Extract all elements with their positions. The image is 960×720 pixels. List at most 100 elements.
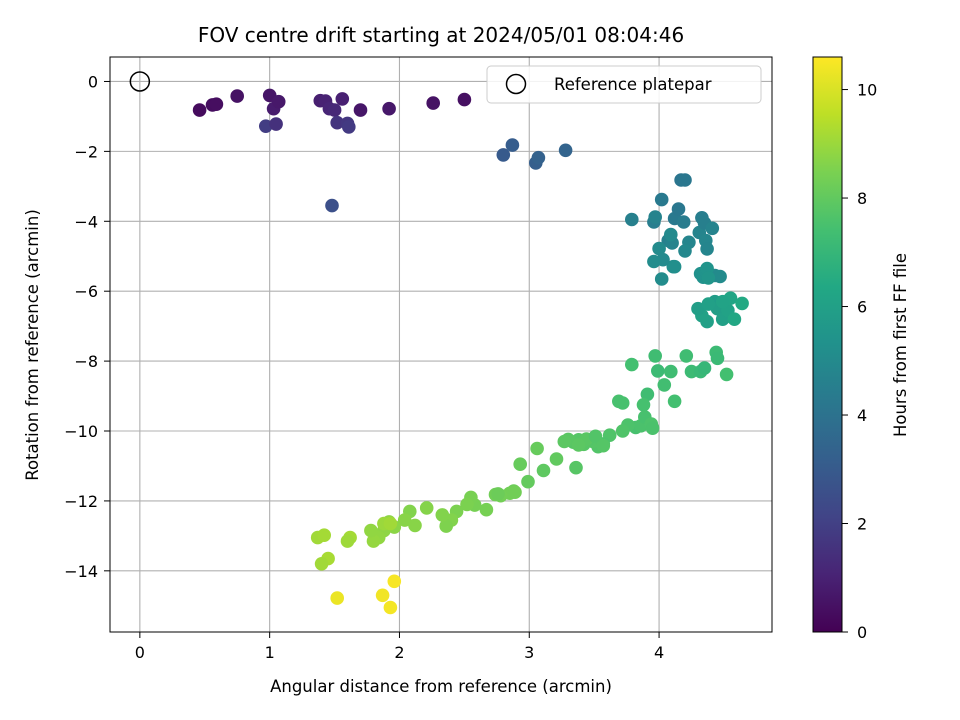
data-point [325, 198, 339, 213]
data-point [701, 271, 716, 285]
data-point [314, 557, 329, 571]
x-tick-label: 0 [135, 643, 145, 662]
colorbar-tick-label: 0 [857, 623, 867, 642]
data-point [521, 474, 535, 489]
reference-marker-group [129, 71, 151, 92]
x-tick-label: 2 [394, 643, 404, 662]
data-point [530, 441, 544, 456]
data-point [671, 202, 686, 216]
data-point [505, 138, 520, 152]
data-points [192, 88, 749, 615]
y-axis-label: Rotation from reference (arcmin) [23, 209, 42, 481]
data-point [727, 312, 742, 327]
data-point [652, 241, 666, 256]
data-point [701, 297, 716, 311]
data-point [588, 429, 603, 444]
legend-reference-marker [505, 73, 527, 95]
y-tick-label: −14 [64, 562, 98, 581]
data-point [375, 588, 390, 603]
data-point [397, 513, 412, 527]
data-point [460, 497, 474, 512]
data-point [531, 150, 546, 165]
colorbar-tick-label: 2 [857, 515, 867, 534]
y-tick-label: −8 [74, 352, 98, 371]
data-point [667, 259, 682, 274]
data-point [435, 508, 450, 522]
data-point [330, 115, 345, 130]
colorbar-tick-label: 10 [857, 81, 877, 100]
data-point [691, 301, 705, 316]
data-point [408, 518, 422, 533]
data-point [366, 534, 381, 548]
data-point [664, 364, 678, 379]
y-tick-label: −6 [74, 282, 98, 301]
data-point [382, 101, 396, 116]
data-point [491, 487, 505, 501]
data-point [697, 361, 712, 375]
data-point [615, 424, 630, 438]
y-tick-label: 0 [88, 72, 98, 91]
data-point [648, 210, 662, 224]
data-point [647, 254, 661, 269]
data-point [715, 294, 730, 309]
legend: Reference platepar [486, 65, 762, 104]
data-point [735, 296, 749, 311]
data-point [558, 143, 573, 158]
data-point [700, 242, 714, 256]
x-tick-label: 3 [524, 643, 534, 662]
chart-title: FOV centre drift starting at 2024/05/01 … [198, 23, 684, 47]
data-point [651, 364, 665, 378]
data-point [508, 485, 522, 500]
data-point [710, 351, 725, 366]
data-point [571, 438, 586, 452]
data-point [569, 460, 583, 475]
colorbar: 0 2 4 6 8 10 Hours from first FF file [812, 56, 910, 642]
data-point [479, 502, 494, 517]
data-point [640, 387, 655, 402]
reference-platepar-marker [129, 71, 151, 92]
data-point [335, 92, 350, 106]
data-point [383, 516, 398, 531]
data-point [645, 421, 660, 436]
data-point [209, 97, 224, 111]
data-point [612, 394, 626, 409]
data-point [192, 103, 207, 117]
data-point [596, 438, 611, 453]
data-point [705, 221, 720, 236]
data-point [364, 523, 378, 538]
data-point [678, 173, 692, 187]
data-point [719, 367, 734, 382]
data-point [269, 117, 283, 131]
colorbar-ticks: 0 2 4 6 8 10 [842, 81, 877, 642]
legend-entry-reference: Reference platepar [554, 75, 712, 94]
grid-lines [110, 57, 772, 632]
x-axis-ticks: 0 1 2 3 4 [135, 632, 664, 662]
data-point [439, 519, 454, 533]
data-point [678, 244, 692, 258]
y-tick-label: −10 [64, 422, 98, 441]
data-point [549, 452, 564, 466]
y-axis-ticks: 0 −2 −4 −6 −8 −10 −12 −14 [64, 72, 110, 581]
data-point [625, 357, 639, 372]
colorbar-tick-label: 8 [857, 189, 867, 208]
data-point [317, 528, 332, 542]
data-point [340, 534, 355, 548]
y-tick-label: −12 [64, 492, 98, 511]
data-point [536, 463, 551, 478]
data-point [457, 92, 472, 107]
data-point [330, 591, 345, 605]
data-point [496, 148, 511, 162]
colorbar-label: Hours from first FF file [891, 253, 910, 437]
data-point [679, 349, 694, 363]
data-point [387, 574, 402, 589]
colorbar-tick-label: 4 [857, 406, 867, 425]
data-point [676, 215, 691, 229]
data-point [327, 103, 342, 117]
data-point [513, 457, 527, 472]
data-point [271, 94, 286, 109]
x-tick-label: 4 [654, 643, 664, 662]
data-point [426, 96, 441, 110]
data-point [353, 103, 368, 117]
y-tick-label: −2 [74, 142, 98, 161]
